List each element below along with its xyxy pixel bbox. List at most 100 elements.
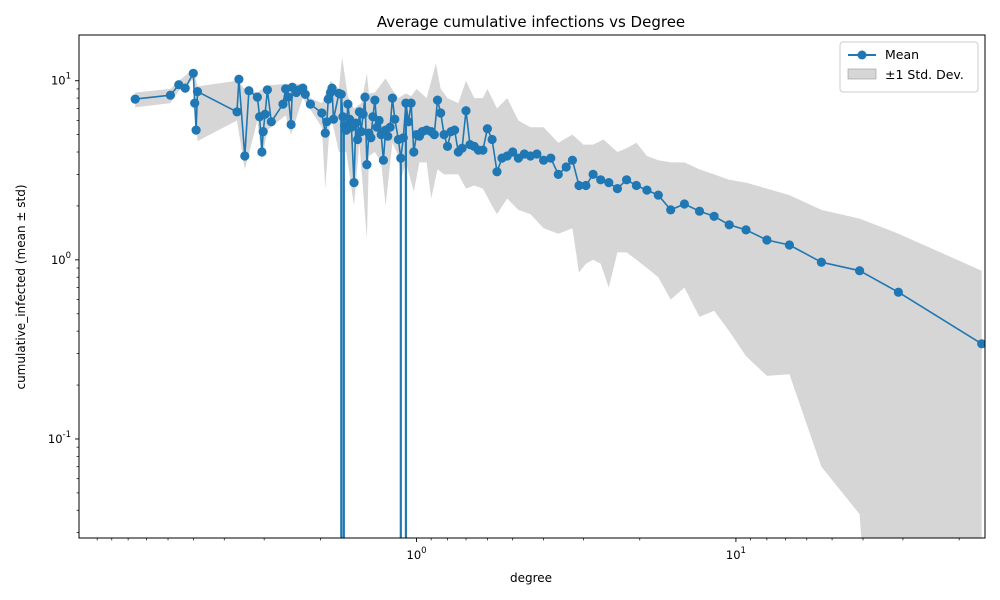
mean-point-100 (532, 149, 542, 159)
mean-point-59 (378, 155, 388, 165)
std-band (135, 57, 982, 538)
mean-point-71 (409, 147, 419, 157)
std-band-layer (135, 57, 982, 538)
mean-point-5 (190, 98, 200, 108)
mean-point-49 (358, 109, 368, 119)
mean-point-53 (366, 133, 376, 143)
mean-point-6 (191, 125, 201, 135)
mean-point-127 (977, 339, 985, 349)
mean-point-29 (317, 108, 327, 118)
mean-point-112 (622, 175, 632, 185)
mean-point-51 (362, 160, 372, 170)
mean-point-7 (192, 87, 203, 97)
mean-point-21 (283, 92, 293, 102)
mean-point-1 (165, 90, 175, 100)
mean-point-116 (666, 205, 676, 215)
legend: Mean ±1 Std. Dev. (839, 41, 979, 93)
mean-point-115 (653, 190, 663, 200)
x-axis-ticks: 100 101 (96, 538, 960, 562)
mean-point-55 (370, 95, 380, 105)
plot-frame (78, 34, 986, 539)
mean-point-50 (360, 92, 370, 102)
mean-point-103 (553, 169, 563, 179)
mean-point-66 (396, 153, 406, 163)
mean-point-27 (300, 89, 310, 99)
mean-point-37 (336, 89, 346, 99)
mean-point-34 (327, 83, 337, 93)
mean-point-91 (482, 124, 492, 134)
mean-point-8 (232, 107, 242, 117)
mean-point-108 (588, 169, 598, 179)
mean-point-109 (596, 175, 606, 185)
mean-point-104 (561, 162, 571, 172)
mean-point-113 (631, 180, 642, 191)
mean-point-3 (180, 83, 190, 93)
legend-std-label: ±1 Std. Dev. (885, 67, 964, 82)
mean-point-83 (450, 125, 460, 135)
mean-point-62 (385, 122, 395, 132)
mean-point-10 (240, 151, 250, 161)
mean-point-44 (349, 178, 359, 188)
mean-point-92 (487, 134, 497, 145)
mean-point-123 (784, 240, 795, 250)
mean-point-14 (257, 147, 267, 157)
mean-point-64 (390, 114, 400, 124)
mean-point-93 (492, 167, 502, 177)
mean-point-69 (403, 117, 414, 127)
mean-point-15 (258, 127, 268, 137)
mean-point-119 (709, 211, 719, 221)
mean-point-117 (679, 199, 690, 209)
mean-point-118 (694, 206, 705, 216)
mean-point-121 (741, 225, 751, 235)
mean-point-22 (286, 119, 296, 130)
y-axis-label: cumulative_infected (mean ± std) (14, 184, 28, 389)
mean-point-16 (260, 109, 270, 119)
x-axis-label: degree (510, 571, 552, 585)
mean-point-19 (278, 99, 288, 109)
mean-point-30 (320, 128, 330, 138)
legend-std-band-swatch (847, 68, 877, 80)
mean-point-4 (188, 68, 198, 78)
mean-point-11 (244, 86, 254, 96)
mean-point-96 (508, 147, 518, 157)
mean-point-35 (328, 114, 339, 124)
mean-point-0 (130, 94, 140, 104)
mean-point-41 (343, 99, 353, 109)
mean-point-106 (574, 180, 584, 191)
mean-point-48 (356, 127, 366, 137)
mean-point-67 (398, 133, 408, 143)
mean-point-57 (374, 115, 384, 126)
mean-point-111 (612, 184, 623, 194)
mean-point-101 (539, 155, 549, 165)
mean-point-90 (478, 145, 488, 155)
mean-point-126 (893, 287, 904, 297)
mean-point-124 (816, 257, 827, 267)
mean-point-45 (351, 118, 361, 128)
mean-point-107 (581, 180, 591, 191)
mean-point-86 (461, 106, 471, 116)
mean-point-12 (252, 92, 262, 102)
mean-point-122 (762, 235, 772, 245)
legend-mean-marker-swatch (857, 50, 867, 60)
mean-point-110 (604, 178, 614, 188)
mean-point-61 (383, 131, 393, 141)
mean-point-105 (567, 155, 578, 165)
mean-marker-layer (130, 68, 985, 349)
mean-point-18 (266, 117, 276, 127)
mean-point-125 (855, 266, 865, 276)
mean-point-46 (353, 134, 363, 145)
mean-point-78 (432, 95, 443, 105)
mean-point-70 (406, 98, 416, 108)
mean-point-63 (387, 93, 397, 103)
mean-point-79 (436, 108, 446, 118)
chart-title: Average cumulative infections vs Degree (377, 13, 685, 31)
mean-point-80 (439, 130, 449, 140)
mean-point-9 (234, 74, 244, 84)
mean-point-120 (724, 220, 734, 230)
mean-point-17 (262, 85, 272, 95)
mean-point-28 (305, 99, 315, 109)
mean-point-77 (429, 130, 439, 140)
legend-mean-label: Mean (885, 47, 919, 62)
mean-point-102 (546, 153, 556, 163)
